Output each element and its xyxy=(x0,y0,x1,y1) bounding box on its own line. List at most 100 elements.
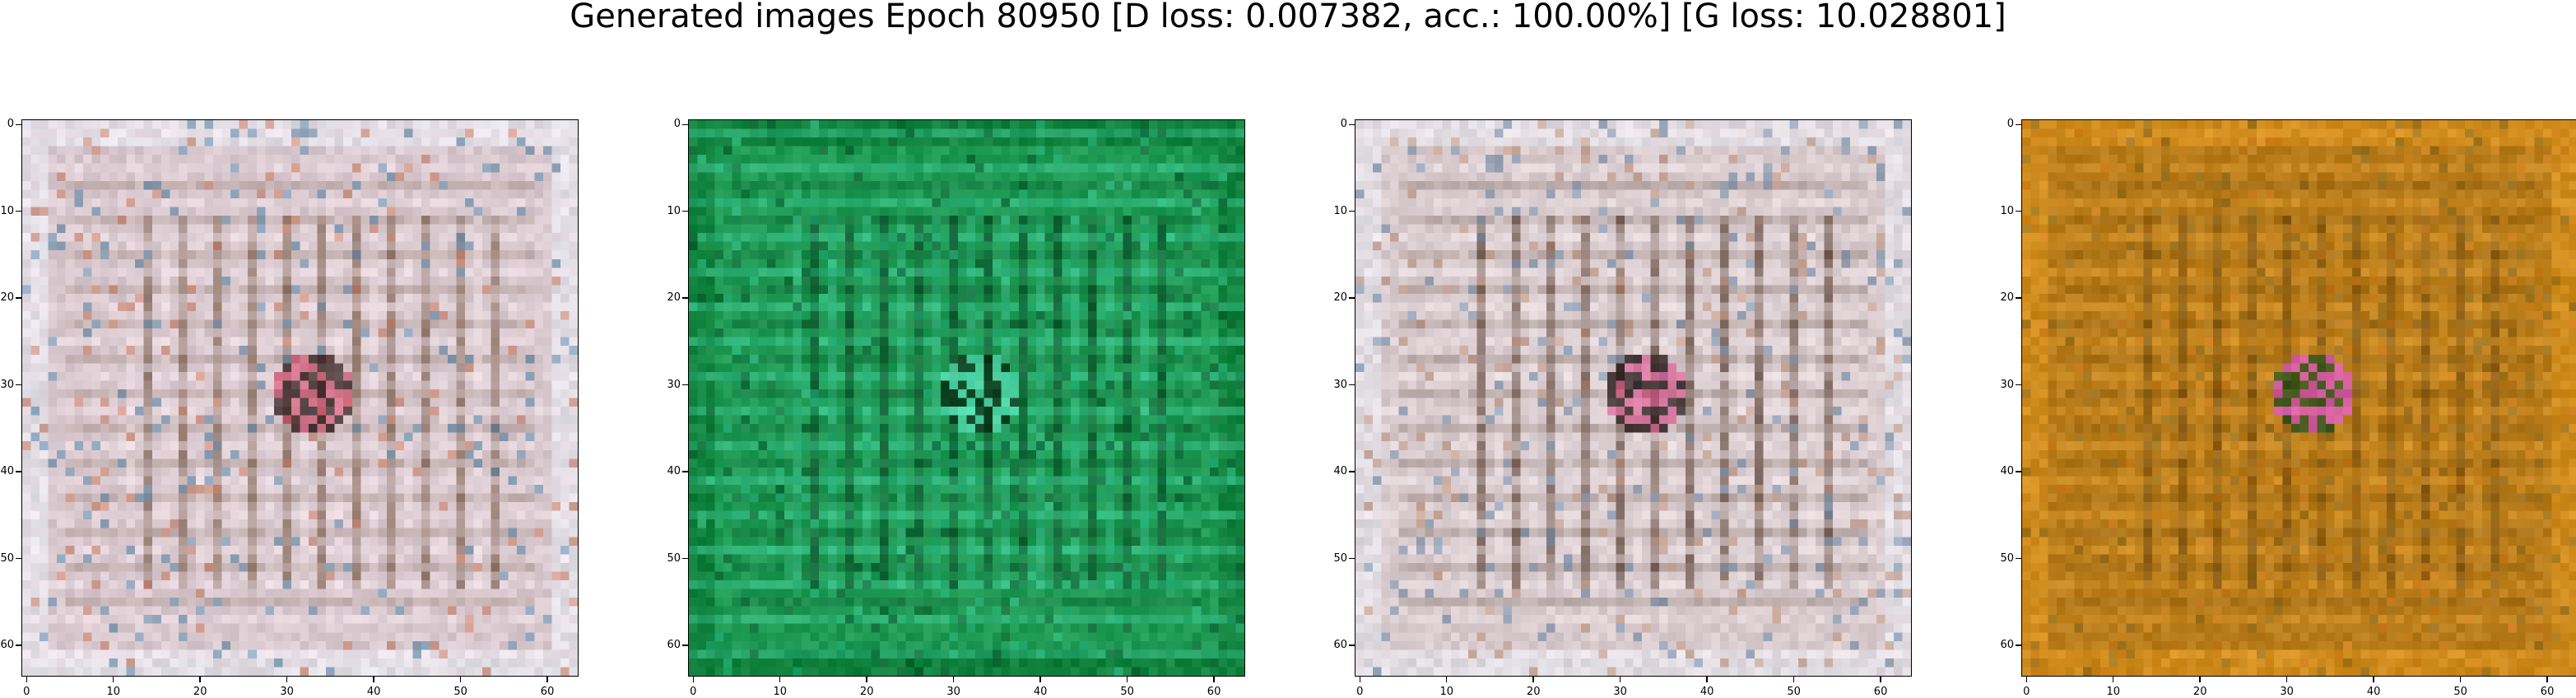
y-tick-label: 40 xyxy=(667,465,681,478)
y-tick xyxy=(682,123,689,126)
x-tick xyxy=(1793,676,1795,682)
y-tick xyxy=(16,471,22,472)
y-tick xyxy=(2016,557,2022,560)
y-tick-label: 20 xyxy=(0,291,14,305)
y-tick xyxy=(2016,471,2022,472)
y-tick xyxy=(2016,384,2022,386)
x-tick xyxy=(1359,676,1361,682)
y-tick xyxy=(1349,557,1355,560)
x-tick xyxy=(692,676,695,682)
y-tick-label: 30 xyxy=(0,378,14,391)
image-panel-2: 0 10 20 30 40 50 60 0 10 20 30 40 50 60 xyxy=(667,119,1245,697)
y-tick xyxy=(16,210,22,212)
x-tick xyxy=(199,676,201,682)
x-tick-label: 10 xyxy=(2106,686,2121,698)
x-tick-label: 50 xyxy=(2453,686,2467,698)
y-tick-label: 20 xyxy=(667,291,681,305)
x-tick xyxy=(1039,676,1041,682)
x-tick xyxy=(1445,676,1448,682)
y-tick-label: 20 xyxy=(1333,291,1347,305)
y-tick xyxy=(1349,471,1355,472)
generated-image-pixels xyxy=(689,120,1244,676)
x-tick-label: 30 xyxy=(1613,686,1627,698)
x-tick xyxy=(1532,676,1534,682)
y-tick-label: 40 xyxy=(2000,465,2014,478)
y-tick-label: 10 xyxy=(0,204,14,217)
y-tick-label: 0 xyxy=(7,118,14,131)
x-tick xyxy=(1619,676,1621,682)
y-tick-label: 20 xyxy=(2000,291,2014,305)
y-tick xyxy=(16,644,22,646)
x-tick-label: 10 xyxy=(106,686,121,698)
x-tick xyxy=(2199,676,2201,682)
x-tick xyxy=(2025,676,2028,682)
y-tick-label: 60 xyxy=(1333,639,1347,652)
x-tick-label: 10 xyxy=(1439,686,1454,698)
x-tick-label: 10 xyxy=(773,686,788,698)
x-tick xyxy=(1126,676,1128,682)
x-tick-label: 30 xyxy=(280,686,294,698)
image-panel-4: 0 10 20 30 40 50 60 0 10 20 30 40 50 60 xyxy=(2000,119,2576,697)
generated-image-2 xyxy=(688,119,1245,677)
y-tick xyxy=(682,384,689,386)
y-tick xyxy=(2016,123,2022,126)
x-tick xyxy=(779,676,781,682)
y-tick xyxy=(682,210,689,212)
x-tick xyxy=(2546,676,2548,682)
y-tick-label: 40 xyxy=(1333,465,1347,478)
generated-image-pixels xyxy=(22,120,578,676)
y-tick xyxy=(682,471,689,472)
x-tick-label: 40 xyxy=(1700,686,1714,698)
x-tick-label: 0 xyxy=(690,686,697,698)
x-tick xyxy=(112,676,114,682)
y-tick-label: 30 xyxy=(667,378,681,391)
y-tick xyxy=(1349,123,1355,126)
y-tick xyxy=(682,557,689,560)
x-tick-label: 0 xyxy=(23,686,30,698)
generated-image-1 xyxy=(21,119,579,677)
x-tick-label: 30 xyxy=(2280,686,2294,698)
x-tick-label: 20 xyxy=(2192,686,2207,698)
generated-image-4 xyxy=(2021,119,2576,677)
y-tick-label: 50 xyxy=(0,551,14,565)
y-tick xyxy=(682,644,689,646)
x-tick-label: 20 xyxy=(193,686,207,698)
x-tick-label: 60 xyxy=(540,686,555,698)
y-tick xyxy=(16,123,22,126)
x-tick-label: 50 xyxy=(1787,686,1801,698)
y-tick-label: 60 xyxy=(0,639,14,652)
x-tick xyxy=(1213,676,1215,682)
y-tick xyxy=(16,384,22,386)
x-tick xyxy=(459,676,462,682)
y-tick-label: 0 xyxy=(2006,118,2014,131)
x-tick-label: 50 xyxy=(1120,686,1134,698)
image-panel-3: 0 10 20 30 40 50 60 0 10 20 30 40 50 60 xyxy=(1333,119,1912,697)
x-tick xyxy=(286,676,288,682)
x-tick xyxy=(866,676,867,682)
figure-title: Generated images Epoch 80950 [D loss: 0.… xyxy=(570,0,2006,35)
x-tick-label: 60 xyxy=(1873,686,1888,698)
x-tick-label: 20 xyxy=(859,686,874,698)
y-tick xyxy=(1349,384,1355,386)
x-tick xyxy=(2373,676,2374,682)
y-tick-label: 50 xyxy=(1333,551,1347,565)
x-tick xyxy=(1880,676,1881,682)
generated-image-pixels xyxy=(1355,120,1911,676)
y-tick-label: 50 xyxy=(667,551,681,565)
y-tick xyxy=(2016,210,2022,212)
x-tick xyxy=(2112,676,2114,682)
x-tick xyxy=(952,676,955,682)
x-tick-label: 40 xyxy=(366,686,381,698)
x-tick-label: 50 xyxy=(453,686,467,698)
y-tick-label: 40 xyxy=(0,465,14,478)
y-tick-label: 60 xyxy=(667,639,681,652)
x-tick xyxy=(1706,676,1708,682)
x-tick xyxy=(373,676,374,682)
y-tick xyxy=(1349,210,1355,212)
x-tick-label: 0 xyxy=(1356,686,1364,698)
y-tick xyxy=(682,297,689,299)
y-tick-label: 30 xyxy=(2000,378,2014,391)
y-tick xyxy=(1349,644,1355,646)
y-tick-label: 0 xyxy=(673,118,681,131)
x-tick-label: 30 xyxy=(946,686,960,698)
